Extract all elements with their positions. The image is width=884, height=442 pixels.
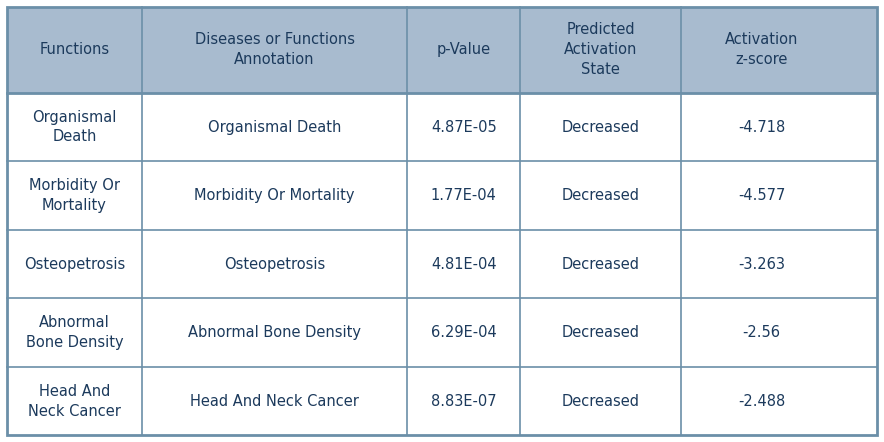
Text: Abnormal
Bone Density: Abnormal Bone Density (26, 315, 123, 350)
Text: 4.87E-05: 4.87E-05 (431, 120, 497, 134)
Text: 8.83E-07: 8.83E-07 (431, 394, 497, 408)
Text: Decreased: Decreased (561, 188, 640, 203)
Text: Morbidity Or Mortality: Morbidity Or Mortality (194, 188, 354, 203)
Text: Organismal
Death: Organismal Death (33, 110, 117, 145)
Text: -4.577: -4.577 (738, 188, 785, 203)
Text: -2.488: -2.488 (738, 394, 785, 408)
Text: Predicted
Activation
State: Predicted Activation State (564, 23, 637, 77)
Text: Decreased: Decreased (561, 120, 640, 134)
Text: Abnormal Bone Density: Abnormal Bone Density (188, 325, 361, 340)
Bar (7, 161, 877, 230)
Text: Functions: Functions (40, 42, 110, 57)
Text: Diseases or Functions
Annotation: Diseases or Functions Annotation (194, 32, 354, 67)
Text: 1.77E-04: 1.77E-04 (431, 188, 497, 203)
Text: 6.29E-04: 6.29E-04 (431, 325, 497, 340)
Text: -4.718: -4.718 (738, 120, 785, 134)
Text: Decreased: Decreased (561, 257, 640, 271)
Bar (7, 367, 877, 435)
Text: Head And
Neck Cancer: Head And Neck Cancer (28, 384, 121, 419)
Text: Activation
z-score: Activation z-score (725, 32, 798, 67)
Bar (7, 7, 877, 93)
Text: Head And Neck Cancer: Head And Neck Cancer (190, 394, 359, 408)
Bar (7, 298, 877, 367)
Text: -3.263: -3.263 (738, 257, 785, 271)
Text: Decreased: Decreased (561, 394, 640, 408)
Bar (7, 93, 877, 161)
Text: p-Value: p-Value (437, 42, 491, 57)
Text: Morbidity Or
Mortality: Morbidity Or Mortality (29, 178, 120, 213)
Text: -2.56: -2.56 (743, 325, 781, 340)
Text: Organismal Death: Organismal Death (208, 120, 341, 134)
Text: Osteopetrosis: Osteopetrosis (24, 257, 126, 271)
Text: Decreased: Decreased (561, 325, 640, 340)
Text: Osteopetrosis: Osteopetrosis (224, 257, 325, 271)
Text: 4.81E-04: 4.81E-04 (431, 257, 497, 271)
Bar (7, 230, 877, 298)
